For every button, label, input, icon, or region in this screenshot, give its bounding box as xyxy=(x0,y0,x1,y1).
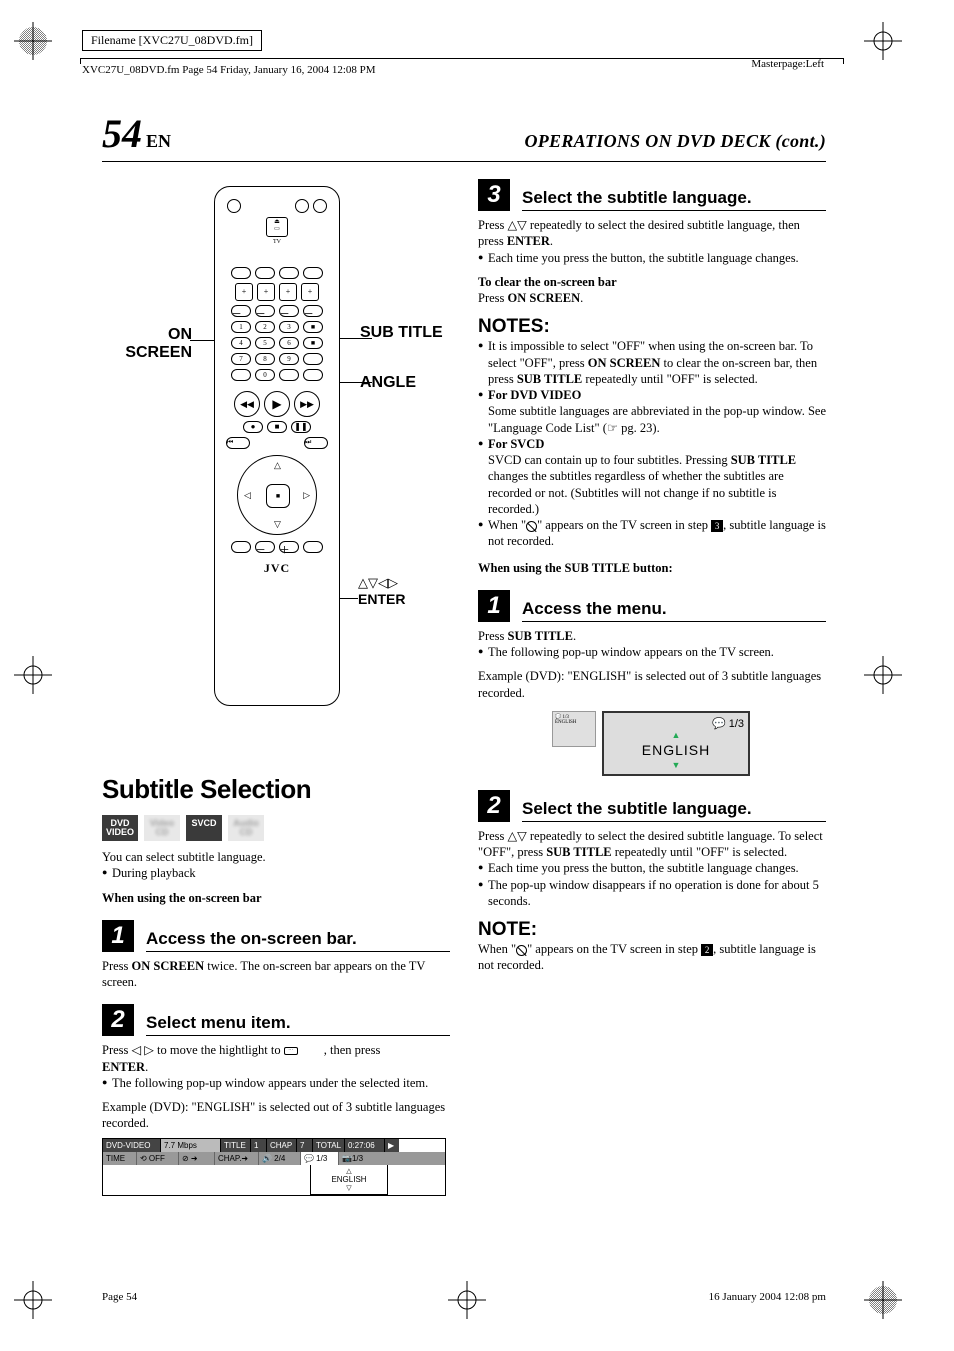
page-number-wrap: 54 EN xyxy=(102,110,171,157)
step-1-title: Access the on-screen bar. xyxy=(146,929,450,952)
b-step-1-num: 1 xyxy=(478,590,510,622)
popup-illustration: 💬 1/3ENGLISH 💬 1/3 ▲ ENGLISH ▼ xyxy=(552,711,752,776)
clear-heading: To clear the on-screen bar xyxy=(478,274,826,290)
label-angle: ANGLE xyxy=(360,374,450,392)
step-1-body: Press ON SCREEN twice. The on-screen bar… xyxy=(102,958,450,991)
when-bar-heading: When using the on-screen bar xyxy=(102,890,450,906)
step-2: 2 Select menu item. xyxy=(102,1004,450,1036)
badge-svcd: SVCD xyxy=(186,815,222,841)
remote-diagram: ON SCREEN SUB TITLE ANGLE △▽◁▷ ENTER ⏏▭ … xyxy=(102,186,450,746)
step-2-title: Select menu item. xyxy=(146,1013,450,1036)
note-2: For DVD VIDEO Some subtitle languages ar… xyxy=(478,387,826,436)
step-3-bullet: Each time you press the button, the subt… xyxy=(478,250,826,266)
step-3-num: 3 xyxy=(478,179,510,211)
b-step-2-bullet-1: Each time you press the button, the subt… xyxy=(478,860,826,876)
b-step-1-bullet: The following pop-up window appears on t… xyxy=(478,644,826,660)
example-text: Example (DVD): "ENGLISH" is selected out… xyxy=(102,1099,450,1132)
tv-thumbnail: 💬 1/3ENGLISH xyxy=(552,711,596,747)
prohibit-icon-2 xyxy=(516,945,527,956)
remote-brand: JVC xyxy=(215,561,339,576)
notes-heading: NOTES: xyxy=(478,316,826,338)
footer-right: 16 January 2004 12:08 pm xyxy=(709,1291,826,1303)
badge-vcd: Video CD xyxy=(144,815,180,841)
label-on-screen: ON SCREEN xyxy=(102,326,192,362)
header-left: XVC27U_08DVD.fm Page 54 Friday, January … xyxy=(82,64,376,76)
b-step-1-body: Press SUB TITLE. xyxy=(478,628,826,644)
b-step-1-title: Access the menu. xyxy=(522,599,826,622)
note-1: It is impossible to select "OFF" when us… xyxy=(478,338,826,387)
footer: Page 54 16 January 2004 12:08 pm xyxy=(102,1291,826,1303)
badge-dvd: DVD VIDEO xyxy=(102,815,138,841)
step-1-num: 1 xyxy=(102,920,134,952)
crop-bl xyxy=(14,1281,52,1319)
step-3: 3 Select the subtitle language. xyxy=(478,179,826,211)
note-4: When "" appears on the TV screen in step… xyxy=(478,517,826,550)
crop-br xyxy=(864,1281,902,1319)
note-body: When "" appears on the TV screen in step… xyxy=(478,941,826,974)
intro-bullet: During playback xyxy=(102,865,450,881)
b-step-2: 2 Select the subtitle language. xyxy=(478,790,826,822)
popup-window: 💬 1/3 ▲ ENGLISH ▼ xyxy=(602,711,750,776)
step-1: 1 Access the on-screen bar. xyxy=(102,920,450,952)
right-column: 3 Select the subtitle language. Press △▽… xyxy=(478,165,826,974)
masterpage: Masterpage:Left xyxy=(751,58,824,70)
label-enter: △▽◁▷ ENTER xyxy=(358,574,454,607)
step-3-title: Select the subtitle language. xyxy=(522,188,826,211)
b-step-2-body: Press △▽ repeatedly to select the desire… xyxy=(478,828,826,861)
b-example: Example (DVD): "ENGLISH" is selected out… xyxy=(478,668,826,701)
note-3: For SVCD SVCD can contain up to four sub… xyxy=(478,436,826,517)
remote-body: ⏏▭ TV ++++ −−−− 123■ 456■ 789 0 ◀◀▶▶▶ ●■… xyxy=(214,186,340,706)
when-sub-heading: When using the SUB TITLE button: xyxy=(478,560,826,576)
left-column: ON SCREEN SUB TITLE ANGLE △▽◁▷ ENTER ⏏▭ … xyxy=(102,180,450,1196)
step-2-bullet: The following pop-up window appears unde… xyxy=(102,1075,450,1091)
crop-mr xyxy=(864,656,902,694)
subtitle-icon: ⋯ xyxy=(284,1047,298,1055)
page-number: 54 xyxy=(102,111,142,156)
osd-popup: △ ENGLISH ▽ xyxy=(310,1165,388,1195)
b-step-2-num: 2 xyxy=(478,790,510,822)
prohibit-icon xyxy=(526,521,537,532)
b-step-1: 1 Access the menu. xyxy=(478,590,826,622)
step-3-body: Press △▽ repeatedly to select the desire… xyxy=(478,217,826,250)
osd-bar: DVD-VIDEO 7.7 Mbps TITLE 1 CHAP 7 TOTAL … xyxy=(102,1138,446,1196)
note-heading: NOTE: xyxy=(478,919,826,941)
footer-left: Page 54 xyxy=(102,1291,137,1303)
label-sub-title: SUB TITLE xyxy=(360,324,450,342)
step-2-body: Press ◁ ▷ to move the hightlight to ⋯, t… xyxy=(102,1042,450,1075)
crop-ml xyxy=(14,656,52,694)
b-step-2-bullet-2: The pop-up window disappears if no opera… xyxy=(478,877,826,910)
filename-box: Filename [XVC27U_08DVD.fm] xyxy=(82,30,262,51)
badge-acd: Audio CD xyxy=(228,815,264,841)
format-badges: DVD VIDEO Video CD SVCD Audio CD xyxy=(102,815,450,841)
step-2-num: 2 xyxy=(102,1004,134,1036)
crop-tr xyxy=(864,22,902,60)
crop-tl xyxy=(14,22,52,60)
subtitle-heading: Subtitle Selection xyxy=(102,774,450,805)
page-lang: EN xyxy=(146,131,171,151)
intro-text: You can select subtitle language. xyxy=(102,849,450,865)
section-title: OPERATIONS ON DVD DECK (cont.) xyxy=(524,131,826,152)
page-header: 54 EN OPERATIONS ON DVD DECK (cont.) xyxy=(102,110,826,162)
clear-body: Press ON SCREEN. xyxy=(478,290,826,306)
b-step-2-title: Select the subtitle language. xyxy=(522,799,826,822)
